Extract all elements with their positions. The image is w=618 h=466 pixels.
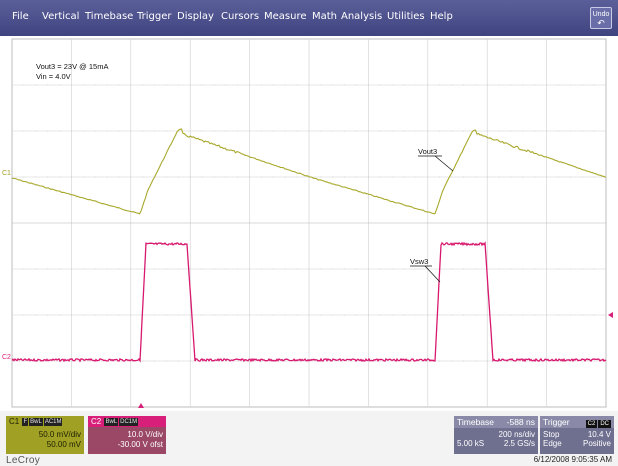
trigger-type: Edge xyxy=(543,439,562,448)
label-vout3-pointer xyxy=(434,155,454,172)
channel2-tag-bwl: BwL xyxy=(104,417,119,426)
trigger-level-marker[interactable] xyxy=(608,312,613,318)
waveform-display[interactable]: Vout3 = 23V @ 15mA Vin = 4.0V Vout3 Vsw3… xyxy=(0,36,618,411)
trigger-level: 10.4 V xyxy=(587,430,611,439)
channel2-scale: 10.0 V/div xyxy=(127,430,163,439)
menu-cursors[interactable]: Cursors xyxy=(221,11,260,22)
channel2-trace xyxy=(11,241,607,363)
channel2-marker[interactable]: C2 xyxy=(2,354,11,361)
trigger-tag-coupling: DC xyxy=(598,420,611,428)
annotation-line2: Vin = 4.0V xyxy=(36,72,71,81)
menu-measure[interactable]: Measure xyxy=(264,11,307,22)
timebase-rate: 2.5 GS/s xyxy=(503,439,535,448)
menu-trigger[interactable]: Trigger xyxy=(137,11,172,22)
channel1-offset: 50.00 mV xyxy=(46,440,81,449)
channel1-name: C1 xyxy=(9,417,20,426)
menu-timebase[interactable]: Timebase xyxy=(85,11,134,22)
timebase-samples: 5.00 kS xyxy=(457,439,485,448)
waveform-grid: Vout3 = 23V @ 15mA Vin = 4.0V Vout3 Vsw3… xyxy=(2,38,613,408)
undo-icon: ↶ xyxy=(597,18,605,28)
channel1-tag-filter: F xyxy=(22,417,29,426)
timebase-descriptor[interactable]: Timebase -588 ns 200 ns/div 5.00 kS 2.5 … xyxy=(454,416,538,454)
undo-button[interactable]: Undo ↶ xyxy=(590,7,612,29)
menu-math[interactable]: Math xyxy=(312,11,338,22)
channel2-tag-coupling: DC1M xyxy=(119,417,139,426)
label-vsw3: Vsw3 xyxy=(410,257,428,266)
menu-display[interactable]: Display xyxy=(177,11,214,22)
trigger-tag-source: C2 xyxy=(585,420,598,428)
timebase-scale: 200 ns/div xyxy=(498,430,535,439)
channel1-descriptor[interactable]: C1 F BwL AC1M 50.0 mV/div 50.00 mV xyxy=(6,416,84,454)
channel2-name: C2 xyxy=(91,417,102,426)
trigger-mode: Stop xyxy=(543,430,560,439)
label-vsw3-pointer xyxy=(424,265,441,283)
menu-vertical[interactable]: Vertical xyxy=(42,11,80,22)
menu-utilities[interactable]: Utilities xyxy=(387,11,425,22)
channel2-descriptor[interactable]: C2 BwL DC1M 10.0 V/div -30.00 V ofst xyxy=(88,416,166,454)
trigger-slope: Positive xyxy=(582,439,611,448)
menu-file[interactable]: File xyxy=(12,11,29,22)
channel1-trace xyxy=(11,128,607,215)
channel1-marker[interactable]: C1 xyxy=(2,170,11,177)
timebase-delay: -588 ns xyxy=(506,417,535,427)
menu-analysis[interactable]: Analysis xyxy=(341,11,383,22)
menu-help[interactable]: Help xyxy=(430,11,453,22)
status-area: C1 F BwL AC1M 50.0 mV/div 50.00 mV C2 BwL D… xyxy=(0,411,618,466)
menu-bar: File Vertical Timebase Trigger Display C… xyxy=(0,0,618,36)
channel1-tag-coupling: AC1M xyxy=(43,417,63,426)
channel2-offset: -30.00 V ofst xyxy=(117,440,163,449)
timebase-label: Timebase xyxy=(457,417,495,427)
acquisition-datetime: 6/12/2008 9:05:35 AM xyxy=(533,455,612,464)
channel1-scale: 50.0 mV/div xyxy=(38,430,81,439)
trigger-descriptor[interactable]: Trigger C2 DC Stop 10.4 V Edge Positive xyxy=(540,416,614,454)
brand-logo: LeCroy xyxy=(6,455,41,466)
trigger-position-marker[interactable] xyxy=(138,403,144,408)
channel1-tag-bwl: BwL xyxy=(29,417,43,426)
annotation-line1: Vout3 = 23V @ 15mA xyxy=(36,62,108,71)
undo-label: Undo xyxy=(592,11,610,18)
label-vout3: Vout3 xyxy=(418,147,437,156)
trigger-label: Trigger xyxy=(543,417,570,427)
